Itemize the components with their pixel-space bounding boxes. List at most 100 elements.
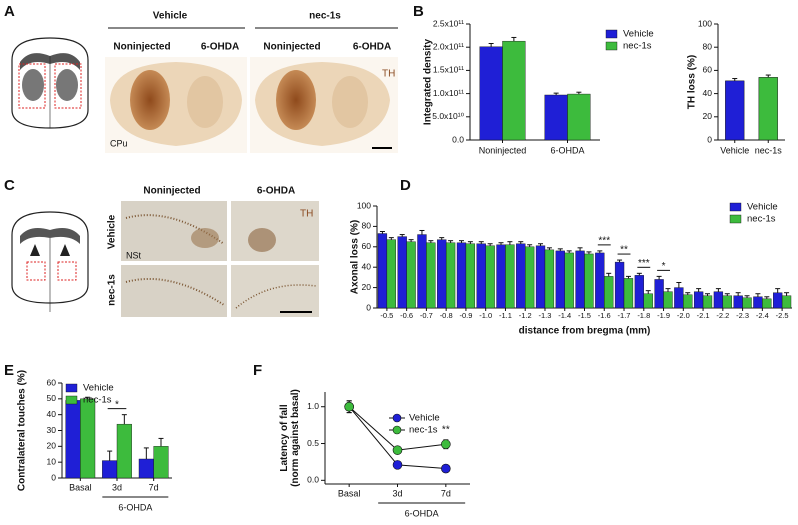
legend-swatch <box>605 41 618 51</box>
panel-label: B <box>413 3 424 20</box>
y-tick-label: 80 <box>362 221 372 231</box>
x-tick-label: -2.3 <box>736 311 749 320</box>
legend-label: nec-1s <box>83 395 112 406</box>
point <box>392 460 403 470</box>
bar <box>604 276 614 309</box>
panel-label: E <box>4 362 14 379</box>
bar <box>733 295 743 309</box>
legend-swatch <box>392 425 402 435</box>
y-tick-label: 1.0x10¹¹ <box>433 88 464 98</box>
legend-swatch <box>729 214 742 224</box>
y-tick-label: 0.5 <box>307 438 319 448</box>
point <box>344 401 354 412</box>
histology-image <box>121 201 319 317</box>
bar <box>663 291 673 309</box>
y-tick-label: 20 <box>362 282 372 292</box>
bar <box>722 295 732 309</box>
x-tick-label: Basal <box>69 482 92 492</box>
point <box>441 463 451 474</box>
legend-label: Vehicle <box>83 383 114 394</box>
bar <box>525 246 535 309</box>
bar <box>406 241 416 309</box>
bar <box>575 250 585 309</box>
point <box>392 445 403 455</box>
bar <box>377 233 388 309</box>
column-header: Noninjected <box>113 42 170 53</box>
row-header: Vehicle <box>107 214 118 249</box>
x-tick-label: -2.2 <box>716 311 729 320</box>
y-tick-label: 0 <box>707 134 712 144</box>
bar <box>386 239 396 309</box>
column-header: 6-OHDA <box>257 186 295 197</box>
bar <box>544 94 568 141</box>
y-tick-label: 0 <box>51 472 56 482</box>
x-tick-label: -2.4 <box>756 311 769 320</box>
y-axis-title: Contralateral touches (%) <box>17 370 28 491</box>
bar <box>595 252 605 309</box>
y-tick-label: 100 <box>357 200 371 210</box>
y-axis-title: Axonal loss (%) <box>350 220 361 294</box>
bar <box>153 446 169 479</box>
bar <box>693 291 704 309</box>
x-tick-label: -1.8 <box>637 311 650 320</box>
stain-label: TH <box>382 69 395 80</box>
bar <box>555 250 565 309</box>
bar <box>479 46 503 141</box>
y-tick-label: 0 <box>366 302 371 312</box>
bar <box>456 242 467 309</box>
bar <box>426 242 436 309</box>
bar <box>567 93 591 141</box>
bar <box>654 279 664 309</box>
x-tick-label: -1.6 <box>598 311 611 320</box>
legend-swatch <box>65 395 78 405</box>
group-header: Vehicle <box>153 11 188 22</box>
x-tick-label: -0.6 <box>400 311 413 320</box>
legend-swatch <box>729 202 742 212</box>
x-tick-label: -1.5 <box>578 311 591 320</box>
bar <box>614 261 625 309</box>
x-tick-label: -2.5 <box>776 311 789 320</box>
histology-image <box>105 57 247 153</box>
x-tick-label: Basal <box>338 488 361 498</box>
legend-swatch <box>65 383 78 393</box>
y-tick-label: 60 <box>362 241 372 251</box>
x-tick-label: -1.9 <box>657 311 670 320</box>
column-header: 6-OHDA <box>201 42 239 53</box>
y-tick-label: 2.5x10¹¹ <box>433 18 464 28</box>
y-tick-label: 10 <box>47 456 57 466</box>
column-header: Noninjected <box>263 42 320 53</box>
x-tick-label: 3d <box>392 488 402 498</box>
x-tick-label: -1.4 <box>558 311 571 320</box>
bar <box>505 244 515 309</box>
y-tick-label: 20 <box>703 111 713 121</box>
x-tick-label: 6-OHDA <box>550 145 584 155</box>
bar <box>584 253 594 309</box>
x-tick-label: Noninjected <box>479 145 527 155</box>
bar <box>502 40 526 141</box>
significance-label: * <box>662 261 666 272</box>
y-tick-label: 40 <box>703 88 713 98</box>
brain-diagram <box>11 211 89 312</box>
legend-label: nec-1s <box>623 41 652 52</box>
legend-label: nec-1s <box>747 214 776 225</box>
y-tick-label: 1.0 <box>307 401 319 411</box>
bar <box>674 287 684 309</box>
y-tick-label: 60 <box>47 377 57 387</box>
x-axis-title: distance from bregma (mm) <box>519 326 651 337</box>
x-tick-label: nec-1s <box>755 145 783 155</box>
bar <box>773 292 783 309</box>
x-tick-label: 3d <box>112 482 122 492</box>
x-tick-label: -0.9 <box>459 311 472 320</box>
region-label: CPu <box>110 138 128 148</box>
bar <box>65 400 81 479</box>
panel-label: D <box>400 177 411 194</box>
bar <box>417 234 427 309</box>
x-tick-label: -1.3 <box>539 311 552 320</box>
bar <box>445 242 456 309</box>
brain-diagram <box>11 37 89 129</box>
y-tick-label: 60 <box>703 65 713 75</box>
bar <box>683 294 693 309</box>
y-tick-label: 20 <box>47 441 57 451</box>
y-tick-label: 80 <box>703 41 713 51</box>
